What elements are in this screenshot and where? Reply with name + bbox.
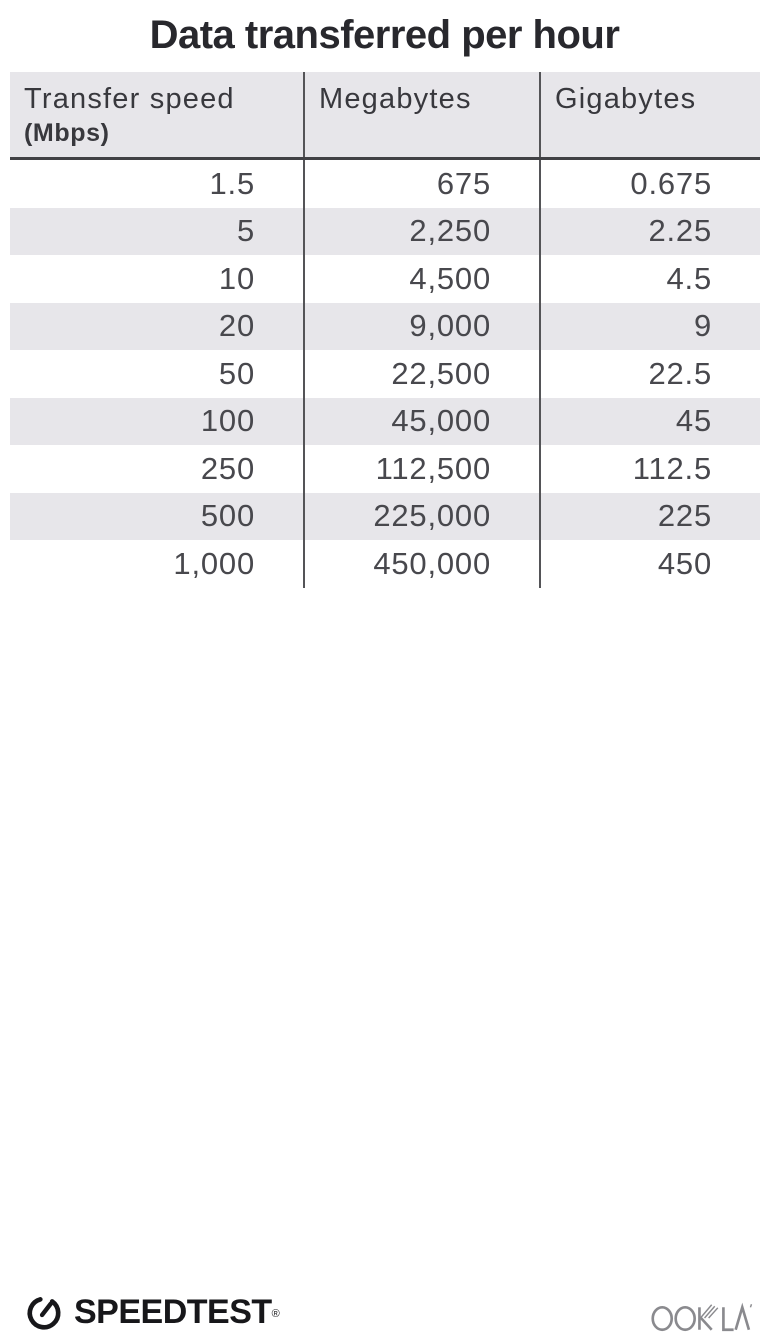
table-cell: 225 [539,492,760,540]
footer: SPEEDTEST® [0,642,769,1332]
table-header-row: Transfer speed (Mbps) Megabytes Gigabyte… [10,72,760,160]
table-cell: 22.5 [539,350,760,398]
speedtest-logo: SPEEDTEST® [24,1292,280,1332]
table-cell: 112.5 [539,445,760,493]
table-row: 5 2,250 2.25 [10,207,760,255]
table-row: 1,000 450,000 450 [10,540,760,588]
table-cell: 225,000 [303,492,539,540]
table-cell: 45 [539,397,760,445]
table-cell: 4.5 [539,255,760,303]
table-cell: 0.675 [539,160,760,208]
speedtest-gauge-icon [27,1297,61,1330]
table-row: 250 112,500 112.5 [10,445,760,493]
header-megabytes: Megabytes [303,72,539,157]
table-cell: 2,250 [303,207,539,255]
ookla-wordmark-icon [651,1302,753,1332]
table-cell: 500 [200,498,255,534]
table-cell: 9,000 [303,302,539,350]
table-cell: 450 [539,540,760,588]
table-cell: 112,500 [303,445,539,493]
speedtest-label: SPEEDTEST [74,1293,272,1331]
table-cell: 9 [539,302,760,350]
table-row: 1.5 675 0.675 [10,160,760,208]
table-row: 50 22,500 22.5 [10,350,760,398]
table-cell: 10 [218,260,255,296]
registered-trademark-icon: ® [271,1308,280,1320]
table-row: 100 45,000 45 [10,397,760,445]
header-gigabytes: Gigabytes [539,72,760,157]
table-cell: 22,500 [303,350,539,398]
table-cell: 50 [218,355,255,391]
header-transfer-speed-label: Transfer speed [24,83,235,115]
table-cell: 20 [218,308,255,344]
table-cell: 1,000 [173,545,255,581]
table-cell: 675 [303,160,539,208]
header-gigabytes-label: Gigabytes [555,83,697,115]
data-table: Transfer speed (Mbps) Megabytes Gigabyte… [10,72,760,588]
table-cell: 5 [236,213,255,249]
header-transfer-speed: Transfer speed (Mbps) [10,72,303,157]
table-cell: 250 [200,450,255,486]
ookla-logo [651,1302,753,1338]
table-cell: 1.5 [209,165,255,201]
speedtest-wordmark: SPEEDTEST® [74,1293,280,1331]
table-row: 20 9,000 9 [10,302,760,350]
table-cell: 45,000 [303,397,539,445]
header-megabytes-label: Megabytes [319,83,472,115]
table-cell: 100 [200,403,255,439]
table-body: 1.5 675 0.675 5 2,250 2.25 10 4,500 4.5 20 9,000 9 5… [10,160,760,588]
header-transfer-speed-unit: (Mbps) [24,119,110,147]
table-cell: 450,000 [303,540,539,588]
table-row: 500 225,000 225 [10,492,760,540]
page-title: Data transferred per hour [149,13,620,57]
table-cell: 4,500 [303,255,539,303]
table-cell: 2.25 [539,207,760,255]
table-row: 10 4,500 4.5 [10,255,760,303]
